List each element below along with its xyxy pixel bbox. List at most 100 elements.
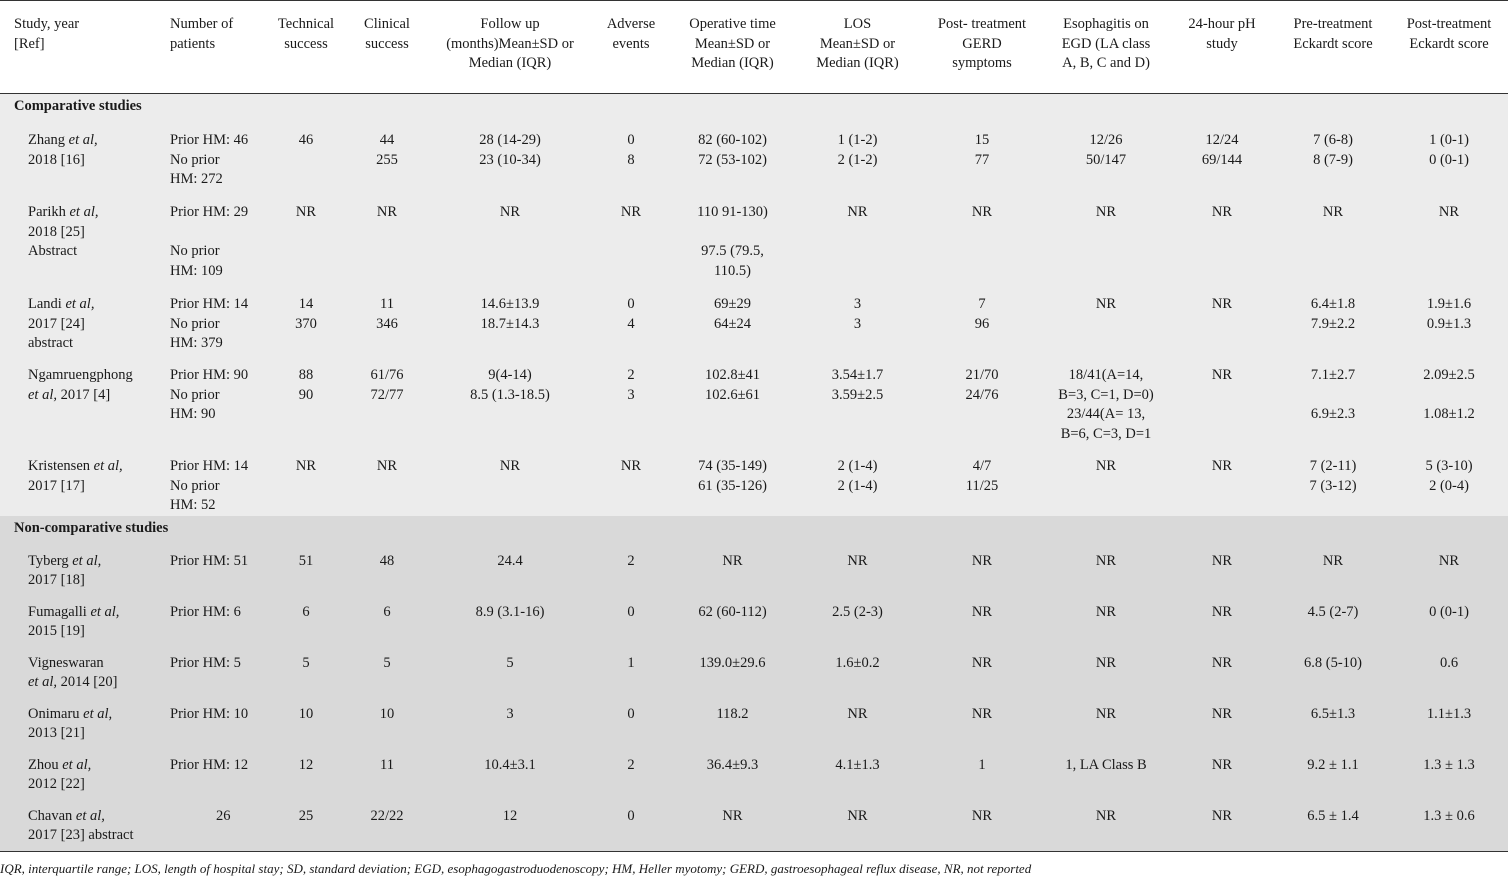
- cell: 5: [428, 647, 592, 699]
- cell: NR: [1044, 698, 1168, 750]
- cell: 6: [346, 596, 428, 648]
- cell: 0.6: [1390, 647, 1508, 699]
- table-row: Landi et al, 2017 [24] abstract Prior HM: …: [0, 294, 1508, 365]
- cell: 14.6±13.9 18.7±14.3: [428, 294, 592, 365]
- cell: NR: [1044, 196, 1168, 242]
- table-row: Abstract No prior HM: 109 97.5 (79.5, 110.…: [0, 242, 1508, 294]
- table-row: Parikh et al, 2018 [25] Prior HM: 29 NR N…: [0, 196, 1508, 242]
- patients-cell: 26: [156, 800, 266, 852]
- cell: [592, 242, 670, 294]
- cell: 1 (1-2) 2 (1-2): [795, 124, 920, 196]
- patients-cell: Prior HM: 6: [156, 596, 266, 648]
- cell: 1.9±1.6 0.9±1.3: [1390, 294, 1508, 365]
- cell: NR: [266, 196, 346, 242]
- cell: 7 (2-11) 7 (3-12): [1276, 456, 1390, 516]
- cell: 0: [592, 596, 670, 648]
- cell: 10.4±3.1: [428, 749, 592, 801]
- table-row: Zhang et al, 2018 [16] Prior HM: 46 No pri…: [0, 124, 1508, 196]
- cell: 12: [266, 749, 346, 801]
- cell: NR: [920, 545, 1044, 597]
- table-row: Chavan et al, 2017 [23] abstract 26 25 22…: [0, 800, 1508, 852]
- header-row: Study, year [Ref] Number of patients Techn…: [0, 0, 1508, 94]
- patients-cell: No prior HM: 109: [156, 242, 266, 294]
- cell: 2: [592, 749, 670, 801]
- cell: 12/24 69/144: [1168, 124, 1276, 196]
- cell: 1, LA Class B: [1044, 749, 1168, 801]
- cell: 4.1±1.3: [795, 749, 920, 801]
- cell: 74 (35-149) 61 (35-126): [670, 456, 795, 516]
- table-footnote: IQR, interquartile range; LOS, length of…: [0, 861, 1032, 876]
- cell: 12/26 50/147: [1044, 124, 1168, 196]
- cell: 36.4±9.3: [670, 749, 795, 801]
- cell: 1.6±0.2: [795, 647, 920, 699]
- cell: 0: [592, 800, 670, 852]
- cell: 0 (0-1): [1390, 596, 1508, 648]
- cell: NR: [1168, 365, 1276, 456]
- cell: NR: [795, 698, 920, 750]
- table-row: Tyberg et al, 2017 [18] Prior HM: 51 51 4…: [0, 545, 1508, 597]
- cell: 118.2: [670, 698, 795, 750]
- header-clinical-success: Clinical success: [346, 0, 428, 94]
- cell: NR: [920, 596, 1044, 648]
- study-cell: Kristensen et al, 2017 [17]: [0, 456, 156, 516]
- cell: NR: [920, 698, 1044, 750]
- study-cell: Zhou et al, 2012 [22]: [0, 749, 156, 801]
- cell: 12: [428, 800, 592, 852]
- cell: NR: [1390, 196, 1508, 242]
- cell: NR: [1044, 800, 1168, 852]
- header-esophagitis: Esophagitis on EGD (LA class A, B, C and D…: [1044, 0, 1168, 94]
- cell: [428, 242, 592, 294]
- header-operative-time: Operative time Mean±SD or Median (IQR): [670, 0, 795, 94]
- section-title: Comparative studies: [0, 93, 1508, 124]
- cell: NR: [670, 800, 795, 852]
- table-row: Zhou et al, 2012 [22] Prior HM: 12 12 11…: [0, 749, 1508, 801]
- cell: NR: [428, 456, 592, 516]
- cell: [1390, 242, 1508, 294]
- cell: NR: [1044, 647, 1168, 699]
- cell: 24.4: [428, 545, 592, 597]
- cell: 1.1±1.3: [1390, 698, 1508, 750]
- cell: 82 (60-102) 72 (53-102): [670, 124, 795, 196]
- cell: [1276, 242, 1390, 294]
- cell: 5: [266, 647, 346, 699]
- study-cell: Ngamruengphong et al, 2017 [4]: [0, 365, 156, 456]
- cell: 4.5 (2-7): [1276, 596, 1390, 648]
- cell: NR: [346, 456, 428, 516]
- cell: 6: [266, 596, 346, 648]
- cell: 2.5 (2-3): [795, 596, 920, 648]
- cell: [266, 242, 346, 294]
- cell: 4/7 11/25: [920, 456, 1044, 516]
- cell: 61/76 72/77: [346, 365, 428, 456]
- patients-cell: Prior HM: 90 No prior HM: 90: [156, 365, 266, 456]
- cell: NR: [1168, 596, 1276, 648]
- cell: 14 370: [266, 294, 346, 365]
- cell: NR: [670, 545, 795, 597]
- cell: 44 255: [346, 124, 428, 196]
- cell: NR: [1168, 647, 1276, 699]
- patients-cell: Prior HM: 51: [156, 545, 266, 597]
- cell: 0: [592, 698, 670, 750]
- header-post-eckardt: Post-treatment Eckardt score: [1390, 0, 1508, 94]
- section-header-comparative: Comparative studies: [0, 93, 1508, 124]
- cell: 1.3 ± 1.3: [1390, 749, 1508, 801]
- cell: NR: [1276, 545, 1390, 597]
- cell: 10: [346, 698, 428, 750]
- header-technical-success: Technical success: [266, 0, 346, 94]
- cell: 9(4-14) 8.5 (1.3-18.5): [428, 365, 592, 456]
- cell: 139.0±29.6: [670, 647, 795, 699]
- cell: 51: [266, 545, 346, 597]
- cell: NR: [1044, 596, 1168, 648]
- cell: NR: [920, 647, 1044, 699]
- cell: NR: [795, 545, 920, 597]
- cell: 21/70 24/76: [920, 365, 1044, 456]
- cell: 2 (1-4) 2 (1-4): [795, 456, 920, 516]
- results-table: Study, year [Ref] Number of patients Techn…: [0, 0, 1508, 852]
- cell: 1: [592, 647, 670, 699]
- cell: NR: [920, 196, 1044, 242]
- cell: [1044, 242, 1168, 294]
- cell: NR: [592, 196, 670, 242]
- patients-cell: Prior HM: 5: [156, 647, 266, 699]
